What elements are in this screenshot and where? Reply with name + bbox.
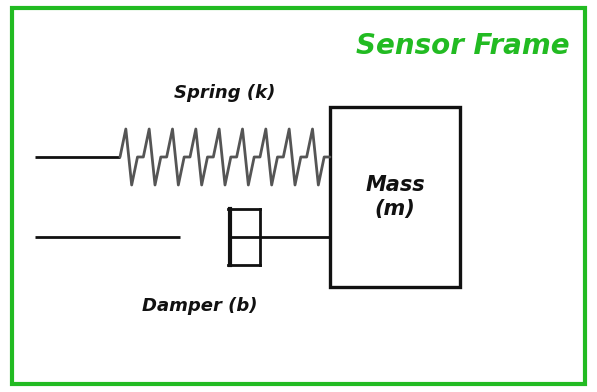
Text: Mass
(m): Mass (m) xyxy=(365,175,425,219)
Text: Spring (k): Spring (k) xyxy=(174,84,276,102)
Text: Sensor Frame: Sensor Frame xyxy=(356,32,570,60)
Bar xyxy=(330,107,460,287)
Text: Damper (b): Damper (b) xyxy=(142,297,258,315)
